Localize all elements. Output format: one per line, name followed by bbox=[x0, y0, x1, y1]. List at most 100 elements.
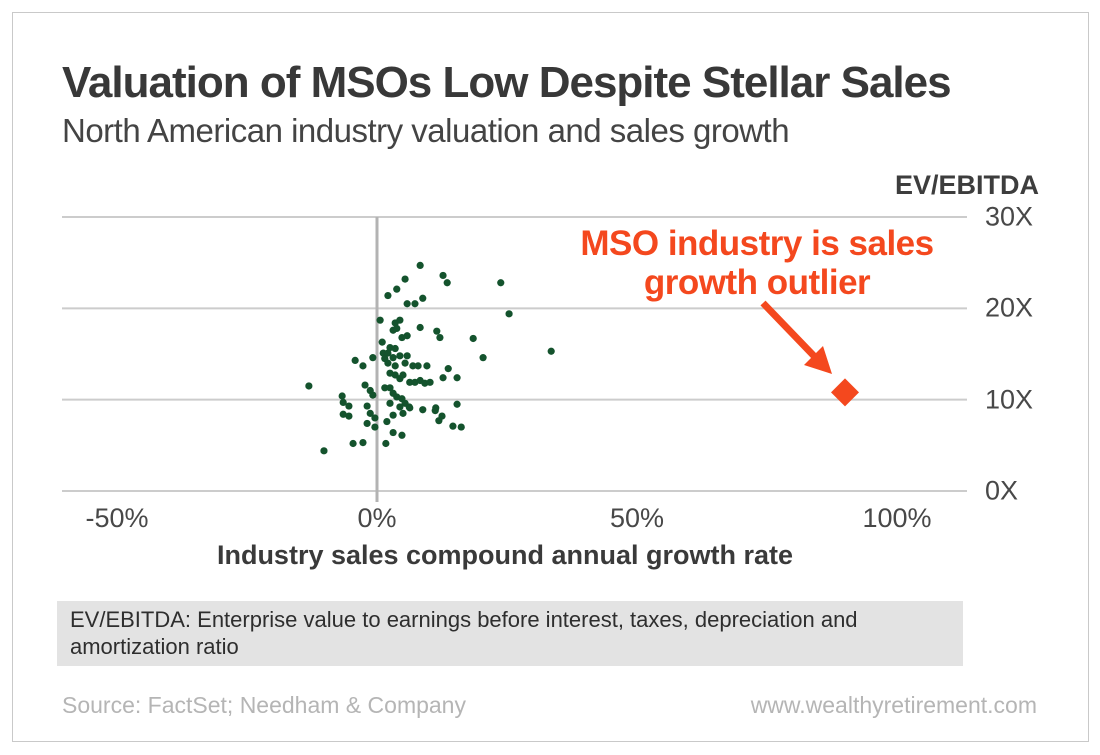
data-point bbox=[449, 422, 457, 430]
data-point bbox=[419, 406, 427, 414]
footnote-line-1: EV/EBITDA: Enterprise value to earnings … bbox=[70, 607, 858, 632]
data-point bbox=[411, 300, 419, 308]
chart-title: Valuation of MSOs Low Despite Stellar Sa… bbox=[62, 58, 952, 107]
y-tick-label-30X: 30X bbox=[985, 201, 1034, 232]
data-point bbox=[371, 423, 379, 431]
data-point bbox=[339, 398, 347, 407]
annotation-line-1: MSO industry is sales bbox=[580, 224, 934, 263]
website-url: www.wealthyretirement.com bbox=[750, 692, 1037, 718]
data-point bbox=[431, 407, 439, 415]
data-point bbox=[363, 402, 371, 410]
annotation-arrow-head bbox=[804, 346, 832, 374]
data-point bbox=[433, 327, 441, 335]
data-point bbox=[444, 365, 452, 373]
data-point bbox=[361, 381, 369, 389]
data-point bbox=[479, 354, 487, 362]
data-point bbox=[401, 275, 409, 283]
source-attribution: Source: FactSet; Needham & Company bbox=[62, 692, 466, 718]
data-point bbox=[419, 294, 427, 302]
data-point bbox=[376, 316, 384, 324]
mso-outlier-marker bbox=[831, 378, 859, 407]
data-point bbox=[547, 347, 555, 355]
data-point bbox=[371, 414, 379, 422]
data-point bbox=[453, 400, 461, 408]
data-point bbox=[363, 419, 371, 428]
data-point bbox=[416, 323, 424, 332]
data-point bbox=[443, 279, 451, 287]
annotation-callout: MSO industry is sales growth outlier bbox=[527, 224, 987, 302]
data-point bbox=[398, 431, 406, 439]
data-point bbox=[305, 382, 313, 390]
data-point bbox=[381, 384, 389, 392]
data-point bbox=[406, 378, 414, 386]
data-point bbox=[435, 417, 443, 425]
data-point bbox=[391, 362, 399, 370]
data-point bbox=[439, 271, 447, 280]
data-point bbox=[403, 332, 411, 340]
data-point bbox=[457, 423, 465, 431]
data-point bbox=[497, 279, 505, 287]
data-point bbox=[359, 362, 367, 370]
data-point bbox=[399, 371, 407, 379]
y-axis-title: EV/EBITDA bbox=[894, 170, 1039, 200]
data-point bbox=[366, 409, 374, 417]
data-point bbox=[369, 391, 377, 399]
data-point bbox=[384, 359, 392, 367]
y-tick-label-20X: 20X bbox=[985, 292, 1034, 323]
data-point bbox=[396, 403, 404, 411]
data-point bbox=[369, 354, 377, 362]
data-point bbox=[389, 354, 397, 362]
data-point bbox=[339, 410, 347, 418]
data-point bbox=[396, 352, 404, 360]
data-point bbox=[320, 447, 328, 455]
data-point bbox=[505, 310, 513, 318]
data-point bbox=[378, 338, 386, 346]
data-point bbox=[414, 362, 422, 370]
x-axis-title: Industry sales compound annual growth ra… bbox=[216, 540, 794, 570]
data-point bbox=[389, 428, 397, 437]
footnote-box: EV/EBITDA: Enterprise value to earnings … bbox=[57, 601, 963, 666]
data-point bbox=[439, 374, 447, 382]
data-point bbox=[391, 344, 399, 353]
data-point bbox=[469, 334, 477, 343]
data-point bbox=[383, 417, 391, 426]
data-point bbox=[453, 374, 461, 382]
x-tick-label--50%: -50% bbox=[85, 503, 149, 533]
data-point bbox=[393, 324, 401, 333]
data-point bbox=[386, 384, 394, 392]
footnote-line-2: amortization ratio bbox=[70, 634, 239, 659]
data-point bbox=[351, 356, 359, 364]
data-point bbox=[409, 362, 417, 370]
data-point bbox=[349, 439, 357, 448]
data-point bbox=[403, 300, 411, 308]
data-point bbox=[396, 316, 404, 324]
y-tick-label-10X: 10X bbox=[985, 384, 1034, 415]
data-point bbox=[384, 349, 392, 357]
data-point bbox=[426, 378, 434, 386]
data-point bbox=[345, 402, 353, 410]
x-tick-label-100%: 100% bbox=[862, 503, 932, 533]
data-point bbox=[401, 359, 409, 367]
data-point bbox=[345, 412, 353, 420]
data-point bbox=[423, 362, 431, 370]
data-point bbox=[389, 411, 397, 419]
data-point bbox=[403, 352, 411, 360]
data-point bbox=[393, 285, 401, 293]
data-point bbox=[382, 439, 390, 448]
data-point bbox=[405, 403, 413, 411]
annotation-arrow-shaft bbox=[760, 300, 817, 359]
data-point bbox=[386, 399, 394, 407]
data-point bbox=[399, 409, 407, 417]
x-tick-label-50%: 50% bbox=[609, 503, 665, 533]
y-tick-label-0X: 0X bbox=[985, 475, 1019, 506]
data-point bbox=[384, 291, 392, 300]
data-point bbox=[436, 333, 444, 342]
data-point bbox=[416, 261, 424, 270]
data-point bbox=[338, 392, 346, 400]
data-point bbox=[359, 438, 367, 447]
x-tick-label-0%: 0% bbox=[357, 503, 397, 533]
chart-subtitle: North American industry valuation and sa… bbox=[62, 112, 790, 149]
annotation-line-2: growth outlier bbox=[643, 263, 871, 302]
